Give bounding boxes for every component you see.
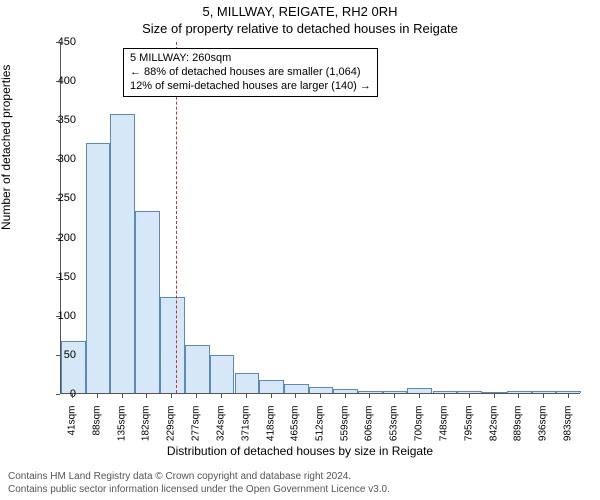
x-tick-label: 324sqm — [216, 406, 227, 456]
x-tick-label: 135sqm — [116, 406, 127, 456]
x-tick-label: 88sqm — [92, 406, 103, 456]
histogram-bar — [532, 391, 557, 393]
x-tick-mark — [419, 394, 420, 398]
x-tick-mark — [146, 394, 147, 398]
histogram-bar — [433, 391, 458, 393]
histogram-bar — [185, 345, 210, 393]
histogram-bar — [358, 391, 383, 393]
histogram-bar — [407, 388, 432, 393]
histogram-bar — [160, 297, 185, 393]
x-tick-label: 653sqm — [389, 406, 400, 456]
attribution-footer: Contains HM Land Registry data © Crown c… — [8, 470, 592, 496]
y-tick-label: 300 — [46, 153, 76, 165]
x-tick-mark — [72, 394, 73, 398]
histogram-bar — [333, 389, 358, 393]
x-tick-mark — [271, 394, 272, 398]
y-tick-mark — [56, 81, 60, 82]
x-tick-mark — [246, 394, 247, 398]
x-tick-label: 983sqm — [562, 406, 573, 456]
x-tick-mark — [171, 394, 172, 398]
x-tick-mark — [518, 394, 519, 398]
x-tick-label: 889sqm — [513, 406, 524, 456]
x-tick-label: 277sqm — [191, 406, 202, 456]
annotation-line-1: ← 88% of detached houses are smaller (1,… — [130, 66, 371, 80]
x-tick-mark — [543, 394, 544, 398]
x-tick-label: 229sqm — [166, 406, 177, 456]
x-tick-mark — [394, 394, 395, 398]
x-tick-mark — [97, 394, 98, 398]
y-tick-label: 350 — [46, 114, 76, 126]
y-tick-mark — [56, 198, 60, 199]
footer-line1: Contains HM Land Registry data © Crown c… — [8, 470, 592, 483]
histogram-bar — [135, 211, 160, 393]
x-tick-label: 512sqm — [315, 406, 326, 456]
x-tick-mark — [320, 394, 321, 398]
histogram-bar — [86, 143, 111, 393]
x-tick-mark — [221, 394, 222, 398]
x-tick-label: 700sqm — [413, 406, 424, 456]
page-title-line2: Size of property relative to detached ho… — [0, 21, 600, 36]
histogram-plot: 5 MILLWAY: 260sqm← 88% of detached house… — [60, 42, 580, 394]
histogram-bar — [383, 391, 408, 393]
y-tick-label: 400 — [46, 75, 76, 87]
x-tick-label: 606sqm — [364, 406, 375, 456]
y-axis-label: Number of detached properties — [0, 65, 13, 230]
annotation-line-0: 5 MILLWAY: 260sqm — [130, 52, 371, 66]
y-tick-label: 200 — [46, 232, 76, 244]
histogram-bar — [507, 391, 532, 393]
x-tick-label: 182sqm — [141, 406, 152, 456]
histogram-bar — [556, 391, 581, 393]
y-tick-mark — [56, 355, 60, 356]
x-tick-mark — [469, 394, 470, 398]
x-tick-label: 418sqm — [265, 406, 276, 456]
x-tick-label: 559sqm — [339, 406, 350, 456]
y-tick-mark — [56, 42, 60, 43]
y-tick-mark — [56, 159, 60, 160]
y-tick-mark — [56, 316, 60, 317]
x-tick-label: 748sqm — [439, 406, 450, 456]
x-tick-label: 465sqm — [290, 406, 301, 456]
annotation-box: 5 MILLWAY: 260sqm← 88% of detached house… — [123, 48, 378, 97]
x-tick-label: 371sqm — [240, 406, 251, 456]
histogram-bar — [110, 114, 135, 393]
x-tick-mark — [494, 394, 495, 398]
histogram-bar — [482, 392, 507, 393]
x-tick-mark — [196, 394, 197, 398]
annotation-line-2: 12% of semi-detached houses are larger (… — [130, 80, 371, 94]
histogram-bar — [210, 355, 235, 393]
x-tick-mark — [444, 394, 445, 398]
y-tick-mark — [56, 238, 60, 239]
x-tick-label: 936sqm — [537, 406, 548, 456]
histogram-bar — [235, 373, 260, 393]
histogram-bar — [457, 391, 482, 393]
histogram-bar — [309, 387, 334, 393]
y-tick-label: 250 — [46, 192, 76, 204]
x-tick-label: 41sqm — [67, 406, 78, 456]
page-title-line1: 5, MILLWAY, REIGATE, RH2 0RH — [0, 4, 600, 19]
y-tick-mark — [56, 394, 60, 395]
histogram-bar — [259, 380, 284, 393]
y-tick-label: 50 — [46, 349, 76, 361]
x-tick-mark — [369, 394, 370, 398]
y-tick-label: 450 — [46, 36, 76, 48]
x-tick-mark — [295, 394, 296, 398]
x-tick-label: 842sqm — [488, 406, 499, 456]
histogram-bar — [284, 384, 309, 393]
x-tick-mark — [122, 394, 123, 398]
x-tick-mark — [345, 394, 346, 398]
y-tick-mark — [56, 277, 60, 278]
y-tick-label: 100 — [46, 310, 76, 322]
footer-line2: Contains public sector information licen… — [8, 483, 592, 496]
x-tick-label: 795sqm — [463, 406, 474, 456]
y-tick-mark — [56, 120, 60, 121]
x-tick-mark — [568, 394, 569, 398]
y-tick-label: 150 — [46, 271, 76, 283]
